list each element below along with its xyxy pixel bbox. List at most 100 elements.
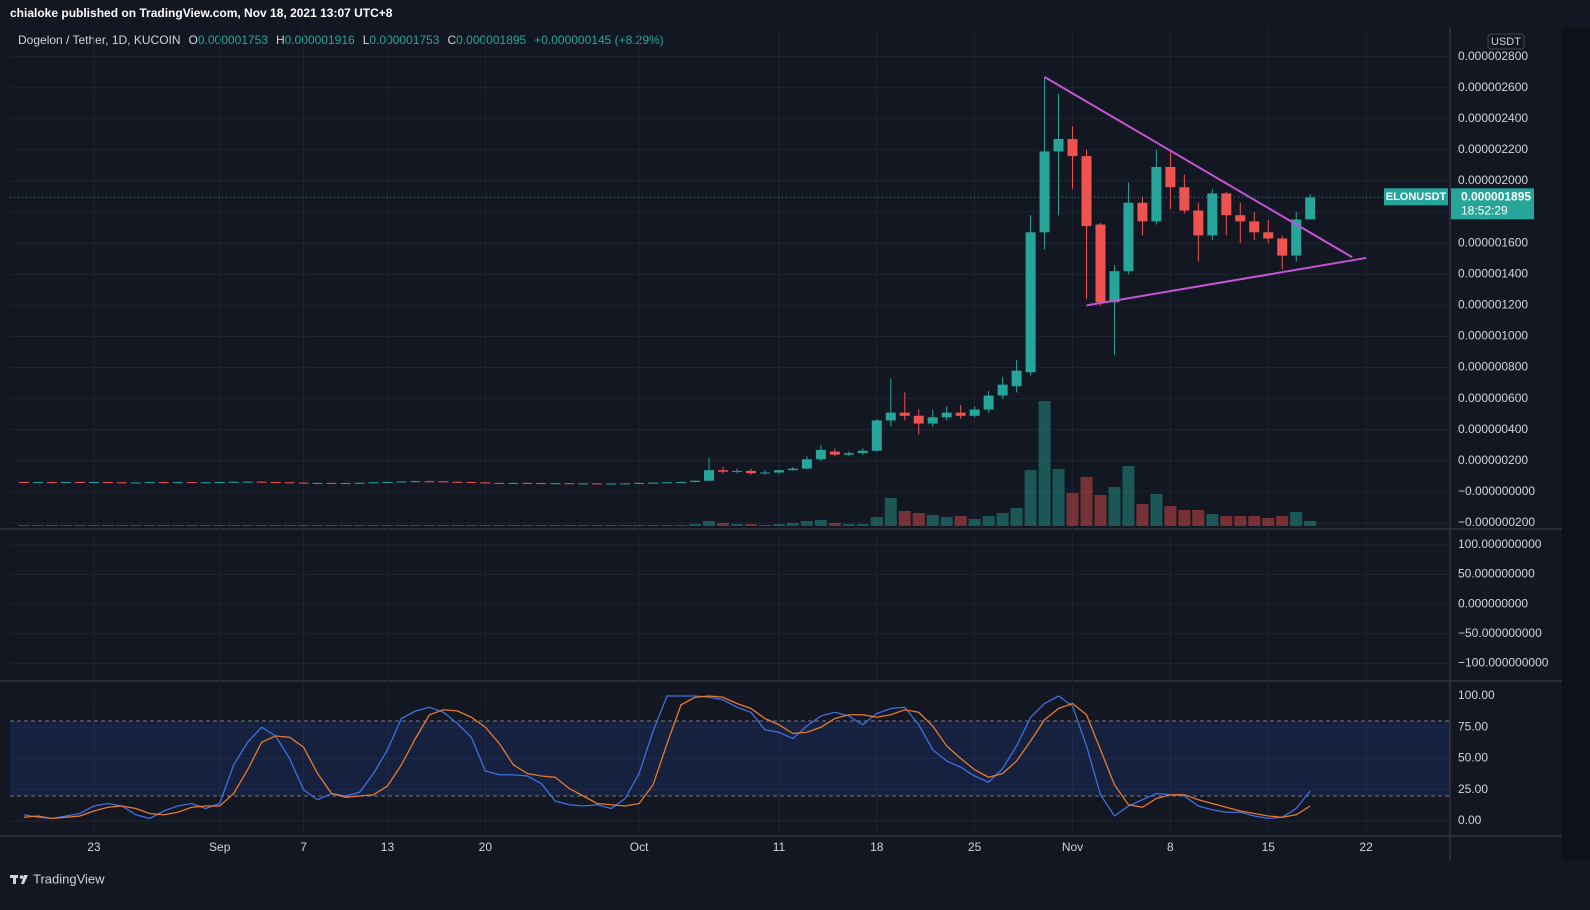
candle-body [759,472,770,474]
candle-body [857,450,868,454]
y-tick-label: 0.000002400 [1458,111,1528,125]
candle-body [494,482,505,484]
candle-body [116,482,127,484]
volume-bar [339,525,352,526]
candle-body [74,481,85,483]
volume-bar [157,525,170,526]
x-tick-label: 11 [773,840,786,854]
candle-body [564,483,575,485]
candle-body [927,417,938,424]
candle-body [1067,139,1078,157]
candle-body [1277,238,1288,256]
y-tick-label: 0.00 [1458,813,1482,827]
candle-body [1095,224,1106,303]
candle-body [1151,166,1162,222]
candle-body [955,412,966,416]
volume-bar [129,525,142,526]
candle-body [1039,151,1050,233]
volume-bar [661,525,674,526]
candle-body [1165,166,1176,188]
y-tick-label: −100.000000000 [1458,656,1549,670]
close-value: 0.000001895 [456,33,526,47]
candle-body [452,481,463,483]
close-label: C [447,33,456,47]
y-tick-label: 100.000000000 [1458,537,1542,551]
open-label: O [189,33,198,47]
volume-bar [227,525,240,526]
volume-bar [73,525,86,526]
volume-bar [283,525,296,526]
candle-body [424,481,435,483]
candle-body [648,482,659,484]
volume-bar [199,525,212,526]
candle-body [704,470,715,481]
label-layer: 23 Sep 7 13 20 Oct 11 18 25 Nov 8 15 22 0.000002800 0.… [87,49,1549,854]
volume-bar [675,525,688,526]
candle-body [18,481,29,483]
volume-bar [1038,401,1051,526]
x-tick-label: Sep [209,840,231,854]
candle-body [480,482,491,484]
y-tick-label: −0.000000200 [1458,515,1535,529]
volume-bar [367,525,380,526]
candle-body [1235,215,1246,222]
volume-bar [591,525,604,526]
x-tick-label: 18 [870,840,884,854]
volume-bar [1052,469,1065,526]
volume-bar [1220,516,1233,526]
candle-body [438,481,449,483]
volume-bar [1192,510,1205,526]
volume-bar [856,524,869,526]
volume-bar [633,525,646,526]
y-tick-label: 0.000000000 [1458,596,1528,610]
candle-body [815,449,826,460]
y-tick-label: 0.000000800 [1458,360,1528,374]
price-tag [1451,188,1534,220]
x-tick-label: 13 [381,840,395,854]
volume-bar [479,525,492,526]
candle-body [745,470,756,474]
volume-bar [1276,516,1289,526]
volume-bar [577,525,590,526]
x-tick-label: 23 [87,840,101,854]
candle-body [620,483,631,485]
volume-bar [954,516,967,526]
volume-bar [101,525,114,526]
candle-body [1137,202,1148,222]
volume-bar [982,516,995,526]
symbol-tag [1384,188,1448,206]
y-tick-label: 0.000002000 [1458,173,1528,187]
volume-bar [926,515,939,526]
candle-body [941,412,952,418]
candle-body [88,481,99,483]
candle-body [158,482,169,484]
volume-bar [269,525,282,526]
grid-layer [0,28,1562,860]
volume-bar [1304,521,1317,526]
volume-bar [884,498,897,526]
currency-box [1487,33,1525,50]
y-tick-label: 0.000000400 [1458,422,1528,436]
x-tick-label: 22 [1359,840,1373,854]
volume-bar [1290,512,1303,526]
x-tick-label: 20 [479,840,493,854]
volume-bar [493,525,506,526]
legend: Dogelon / Tether, 1D, KUCOIN O0.000001753… [18,33,664,47]
volume-bar [1206,514,1219,526]
candle-body [578,483,589,485]
volume-bar [325,525,338,526]
volume-bar [814,520,827,526]
candle-body [130,482,141,484]
candle-body [466,481,477,483]
candle-body [843,453,854,455]
volume-bar [1094,495,1107,526]
candle-body [1263,232,1274,239]
candle-body [634,482,645,484]
candle-body [1179,187,1190,211]
candle-body [508,482,519,484]
x-tick-label: 7 [300,840,307,854]
volume-bar [549,525,562,526]
stoch-line [23,695,1311,820]
